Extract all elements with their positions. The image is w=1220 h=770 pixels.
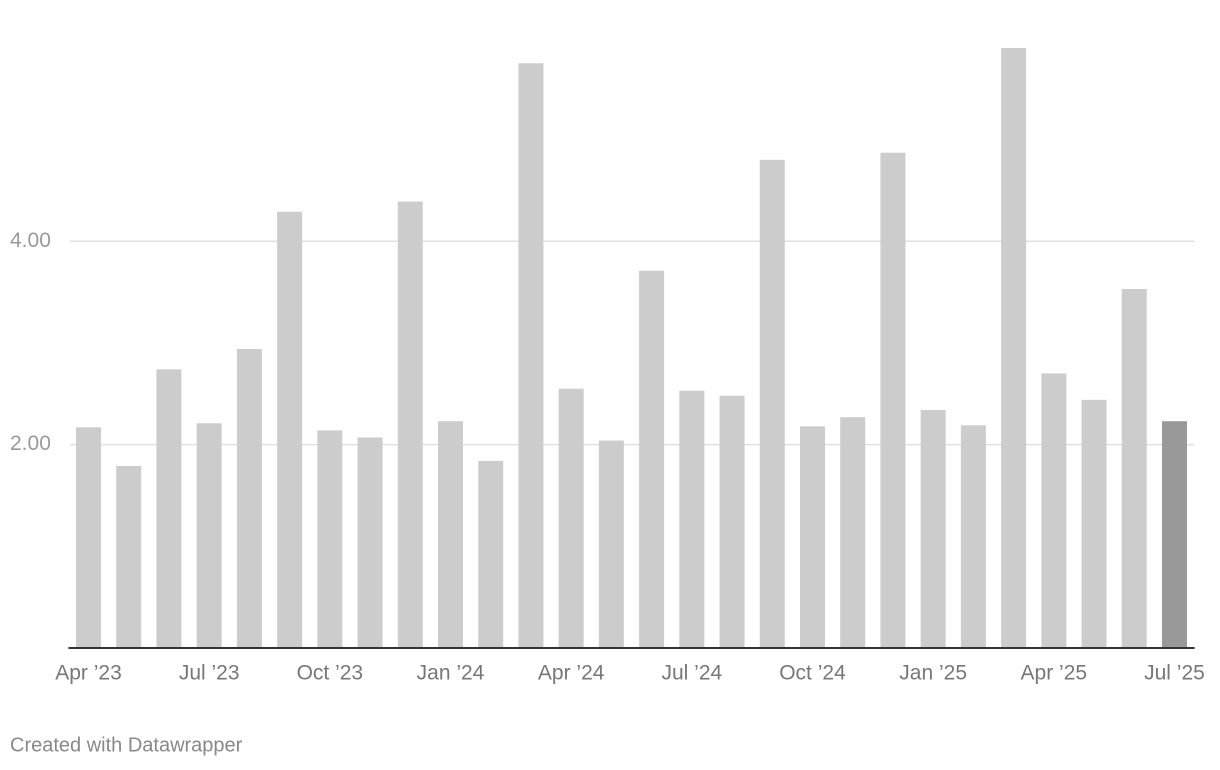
bar	[518, 63, 544, 649]
bar	[357, 437, 383, 648]
x-tick-label: Apr ’24	[538, 662, 605, 685]
bar	[116, 465, 142, 648]
bar	[156, 369, 182, 648]
x-tick-label: Apr ’25	[1021, 662, 1088, 685]
x-tick-label: Jan ’25	[899, 662, 967, 685]
bar	[840, 417, 866, 648]
credit: Created with Datawrapper	[10, 734, 243, 756]
bar	[880, 152, 906, 648]
x-tick-label: Jul ’23	[179, 662, 240, 685]
bar	[719, 395, 745, 648]
bar	[438, 421, 464, 648]
bar	[196, 423, 222, 648]
bar	[598, 440, 624, 648]
y-tick-label: 2.00	[10, 432, 51, 455]
x-tick-label: Jul ’25	[1144, 662, 1205, 685]
bar	[1161, 421, 1187, 648]
bar	[920, 410, 946, 648]
bar	[1001, 48, 1027, 648]
bar	[1121, 289, 1147, 648]
bar	[277, 211, 303, 648]
bar	[759, 159, 785, 648]
bar	[76, 427, 102, 648]
bar	[236, 349, 262, 648]
bar	[1041, 373, 1067, 648]
bar	[397, 201, 423, 648]
bar	[1081, 399, 1107, 648]
bar	[960, 425, 986, 648]
bar	[639, 270, 665, 648]
bar	[478, 460, 504, 648]
bar	[558, 388, 584, 648]
x-tick-label: Oct ’24	[779, 662, 846, 685]
bar	[317, 430, 343, 648]
bar	[679, 390, 705, 648]
bar	[799, 426, 825, 648]
x-tick-label: Jul ’24	[661, 662, 722, 685]
y-tick-label: 4.00	[10, 229, 51, 252]
x-tick-label: Jan ’24	[417, 662, 485, 685]
x-tick-label: Apr ’23	[55, 662, 122, 685]
x-tick-label: Oct ’23	[297, 662, 364, 685]
